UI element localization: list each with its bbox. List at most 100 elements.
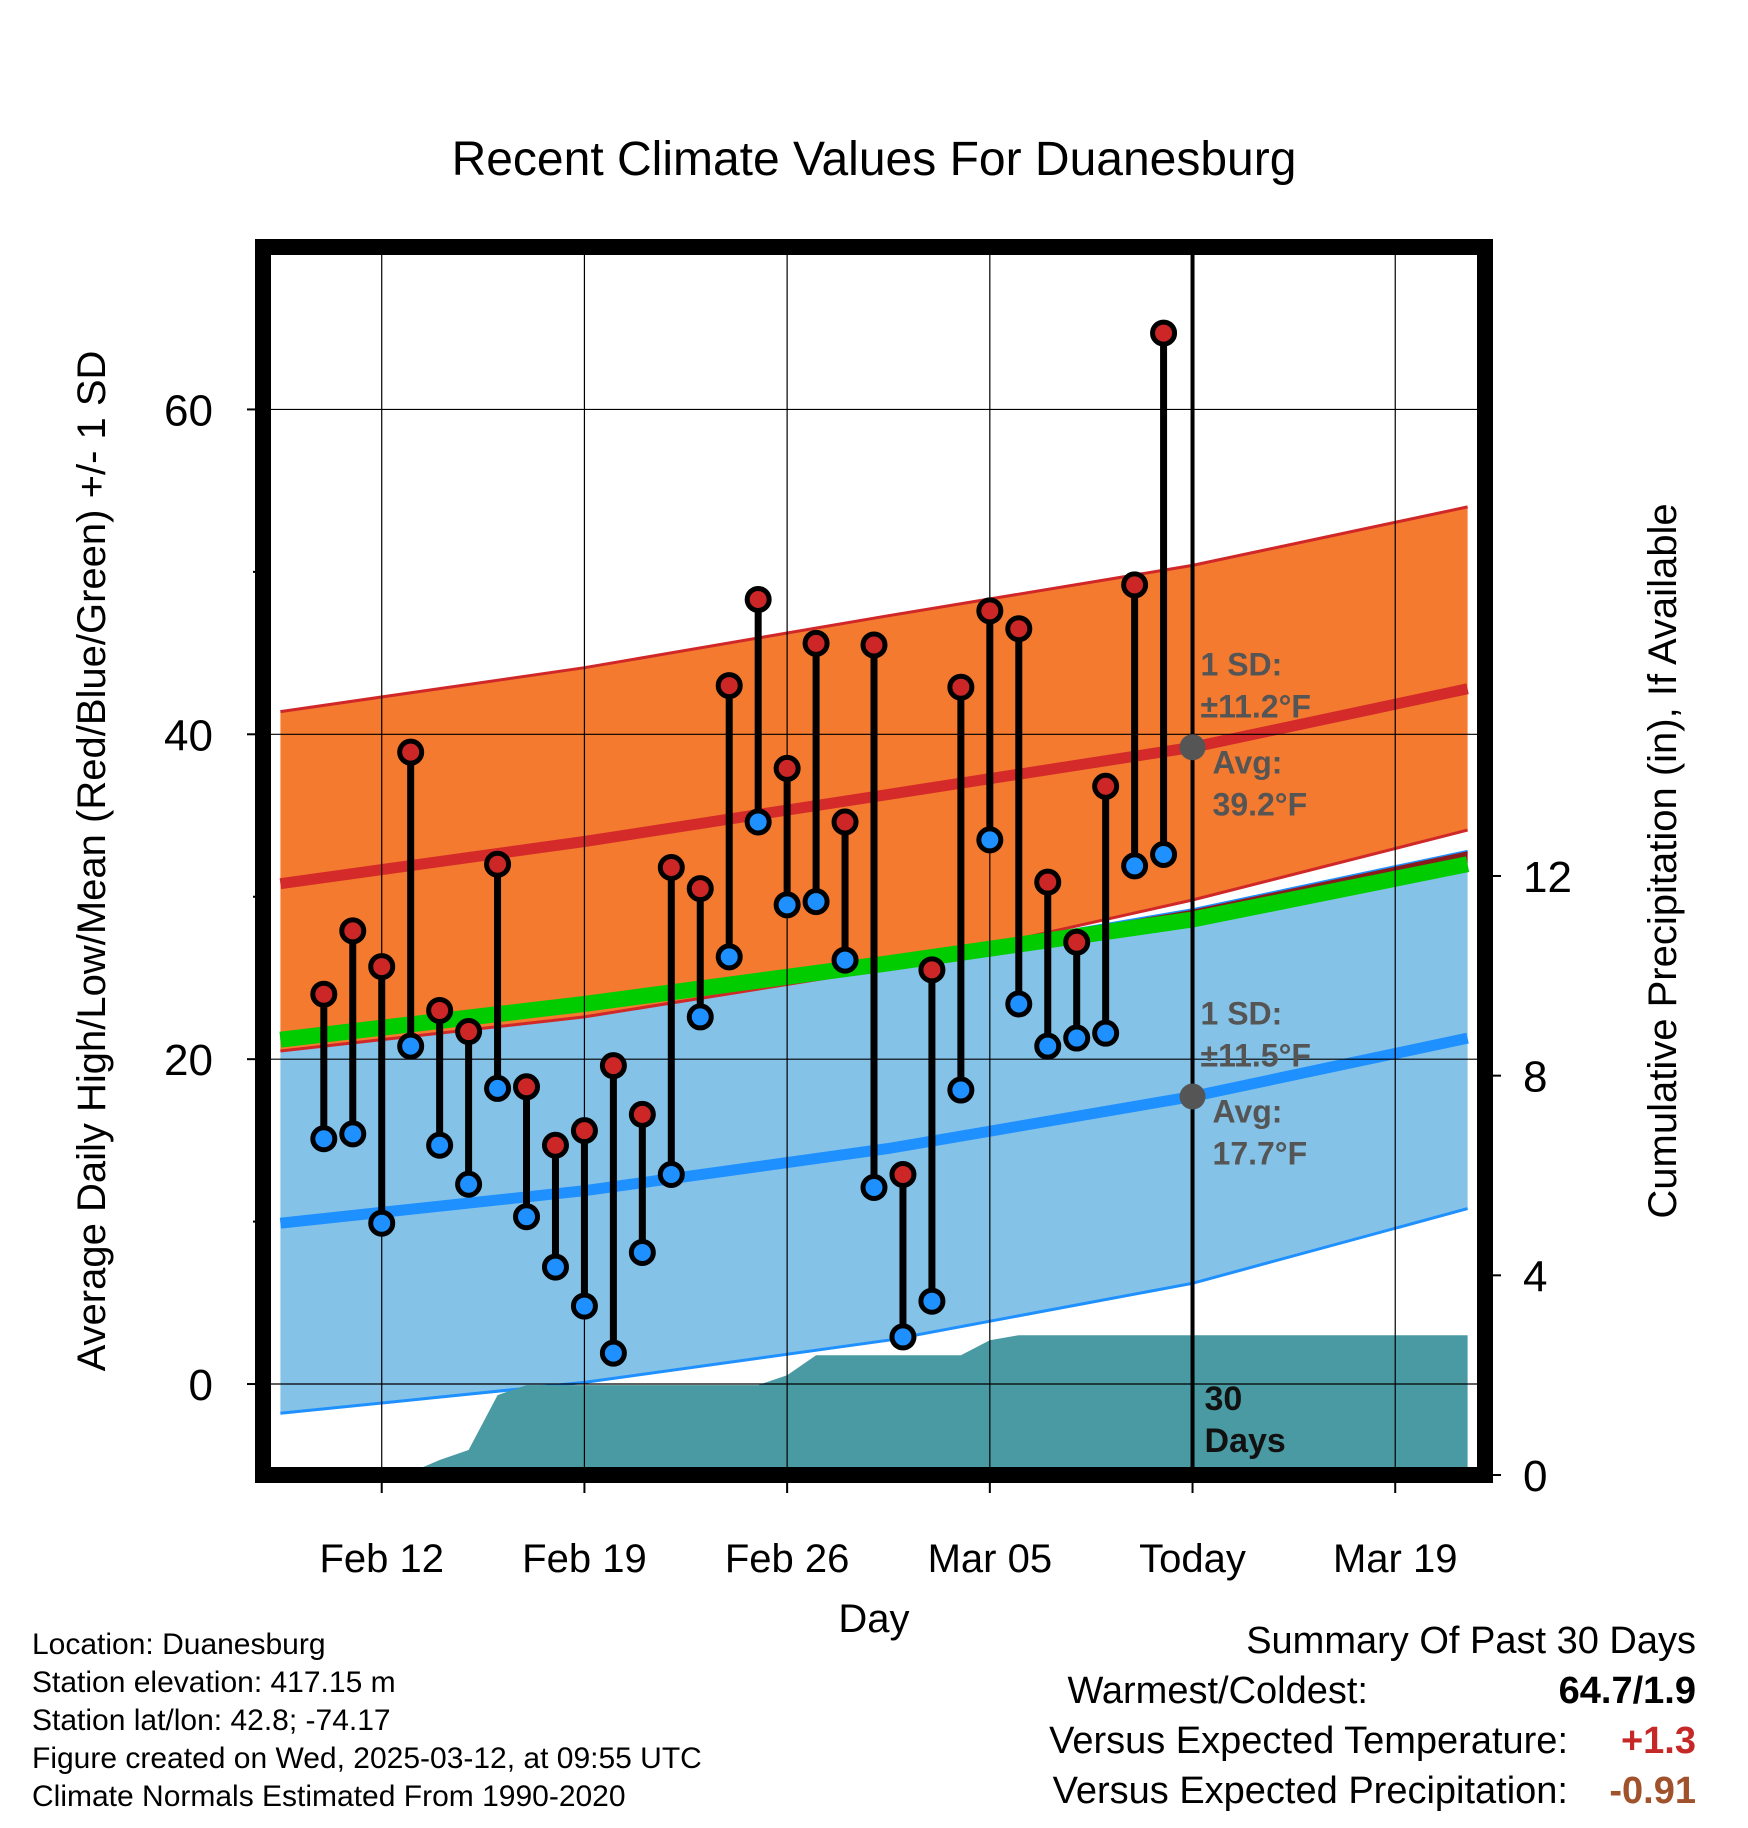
- daily-high-point: [1092, 772, 1120, 800]
- y2-axis-title: Cumulative Precipitation (in), If Availa…: [1641, 503, 1685, 1218]
- y-axis-title: Average Daily High/Low/Mean (Red/Blue/Gr…: [70, 351, 114, 1372]
- precipitation-area: [280, 1335, 1468, 1475]
- low-sd-label: 1 SD:: [1201, 996, 1283, 1032]
- daily-high-point: [889, 1160, 917, 1188]
- daily-low-point: [860, 1173, 888, 1201]
- daily-low-point: [744, 808, 772, 836]
- daily-high-point: [1121, 571, 1149, 599]
- daily-high-point: [368, 953, 396, 981]
- daily-low-point: [1005, 990, 1033, 1018]
- plot-frame: [255, 239, 1493, 1483]
- summary-title: Summary Of Past 30 Days: [1246, 1620, 1696, 1662]
- footer-location: Location: Duanesburg: [32, 1628, 326, 1661]
- summary-precip-label: Versus Expected Precipitation:: [1052, 1770, 1568, 1812]
- x-axis-title: Day: [838, 1597, 909, 1641]
- low-sd-value: ±11.5°F: [1201, 1038, 1311, 1074]
- x-tick-label: Mar 05: [928, 1537, 1053, 1581]
- summary-precip-value: -0.91: [1609, 1770, 1696, 1812]
- daily-high-point: [426, 996, 454, 1024]
- x-tick-label: Feb 19: [522, 1537, 647, 1581]
- y2-tick-label: 8: [1523, 1053, 1547, 1102]
- daily-low-point: [889, 1323, 917, 1351]
- high-sd-label: 1 SD:: [1201, 646, 1283, 682]
- daily-high-point: [455, 1018, 483, 1046]
- daily-high-point: [1005, 615, 1033, 643]
- daily-high-point: [1034, 868, 1062, 896]
- daily-high-point: [541, 1131, 569, 1159]
- period-label-unit: Days: [1205, 1422, 1286, 1460]
- chart-title: Recent Climate Values For Duanesburg: [452, 133, 1297, 186]
- daily-high-point: [628, 1100, 656, 1128]
- daily-low-point: [773, 891, 801, 919]
- daily-high-point: [599, 1052, 627, 1080]
- daily-low-point: [802, 888, 830, 916]
- y-tick-label: 40: [164, 711, 213, 760]
- footer-elevation: Station elevation: 417.15 m: [32, 1666, 396, 1699]
- x-tick-label: Feb 26: [725, 1537, 850, 1581]
- summary-temp-value: +1.3: [1620, 1720, 1696, 1762]
- daily-low-point: [541, 1253, 569, 1281]
- today-high-avg-marker: [1179, 734, 1206, 761]
- daily-low-point: [310, 1125, 338, 1153]
- daily-high-point: [860, 631, 888, 659]
- daily-high-point: [715, 672, 743, 700]
- daily-low-point: [1063, 1024, 1091, 1052]
- y-tick-label: 0: [189, 1361, 213, 1410]
- daily-high-point: [570, 1117, 598, 1145]
- x-tick-label: Mar 19: [1333, 1537, 1458, 1581]
- normal-low-line: [279, 1032, 1469, 1229]
- y2-tick-label: 12: [1523, 853, 1572, 902]
- normal-high-line: [279, 683, 1469, 890]
- daily-low-point: [1121, 852, 1149, 880]
- daily-high-point: [918, 956, 946, 984]
- high-sd-value: ±11.2°F: [1201, 688, 1311, 724]
- daily-low-point: [1034, 1032, 1062, 1060]
- footer-latlon: Station lat/lon: 42.8; -74.17: [32, 1704, 391, 1737]
- y2-tick-label: 4: [1523, 1252, 1547, 1301]
- daily-low-point: [426, 1131, 454, 1159]
- period-label-number: 30: [1205, 1380, 1243, 1418]
- daily-low-point: [831, 946, 859, 974]
- summary-temp-label: Versus Expected Temperature:: [1049, 1720, 1568, 1762]
- daily-high-point: [947, 673, 975, 701]
- x-tick-label: Today: [1139, 1537, 1246, 1581]
- daily-high-point: [339, 917, 367, 945]
- high-avg-value: 39.2°F: [1213, 786, 1308, 822]
- daily-low-point: [570, 1292, 598, 1320]
- normal-mean-line: [279, 856, 1470, 1048]
- low-avg-value: 17.7°F: [1213, 1136, 1308, 1172]
- y2-tick-label: 0: [1523, 1452, 1547, 1501]
- high-sd-upper-line: [280, 505, 1468, 714]
- daily-low-point: [397, 1032, 425, 1060]
- summary-warmest-value: 64.7/1.9: [1558, 1670, 1696, 1712]
- daily-low-point: [976, 826, 1004, 854]
- x-tick-label: Feb 12: [319, 1537, 444, 1581]
- daily-low-point: [599, 1339, 627, 1367]
- daily-low-point: [657, 1160, 685, 1188]
- daily-low-point: [918, 1287, 946, 1315]
- low-avg-label: Avg:: [1213, 1094, 1283, 1130]
- daily-high-point: [686, 875, 714, 903]
- daily-low-point: [513, 1203, 541, 1231]
- daily-low-point: [455, 1170, 483, 1198]
- footer-normals: Climate Normals Estimated From 1990-2020: [32, 1780, 626, 1813]
- daily-low-point: [715, 943, 743, 971]
- daily-high-point: [310, 980, 338, 1008]
- daily-high-point: [484, 850, 512, 878]
- footer-created: Figure created on Wed, 2025-03-12, at 09…: [32, 1742, 702, 1775]
- daily-low-point: [686, 1003, 714, 1031]
- y-tick-label: 60: [164, 386, 213, 435]
- low-sd-lower-line: [280, 1207, 1468, 1415]
- daily-low-point: [628, 1238, 656, 1266]
- today-low-avg-marker: [1179, 1083, 1206, 1110]
- daily-low-point: [484, 1074, 512, 1102]
- daily-low-point: [339, 1120, 367, 1148]
- summary-warmest-label: Warmest/Coldest:: [1067, 1670, 1368, 1712]
- daily-high-point: [831, 808, 859, 836]
- daily-low-point: [368, 1209, 396, 1237]
- daily-low-point: [947, 1076, 975, 1104]
- daily-high-point: [513, 1073, 541, 1101]
- daily-high-point: [773, 754, 801, 782]
- daily-high-point: [1150, 319, 1178, 347]
